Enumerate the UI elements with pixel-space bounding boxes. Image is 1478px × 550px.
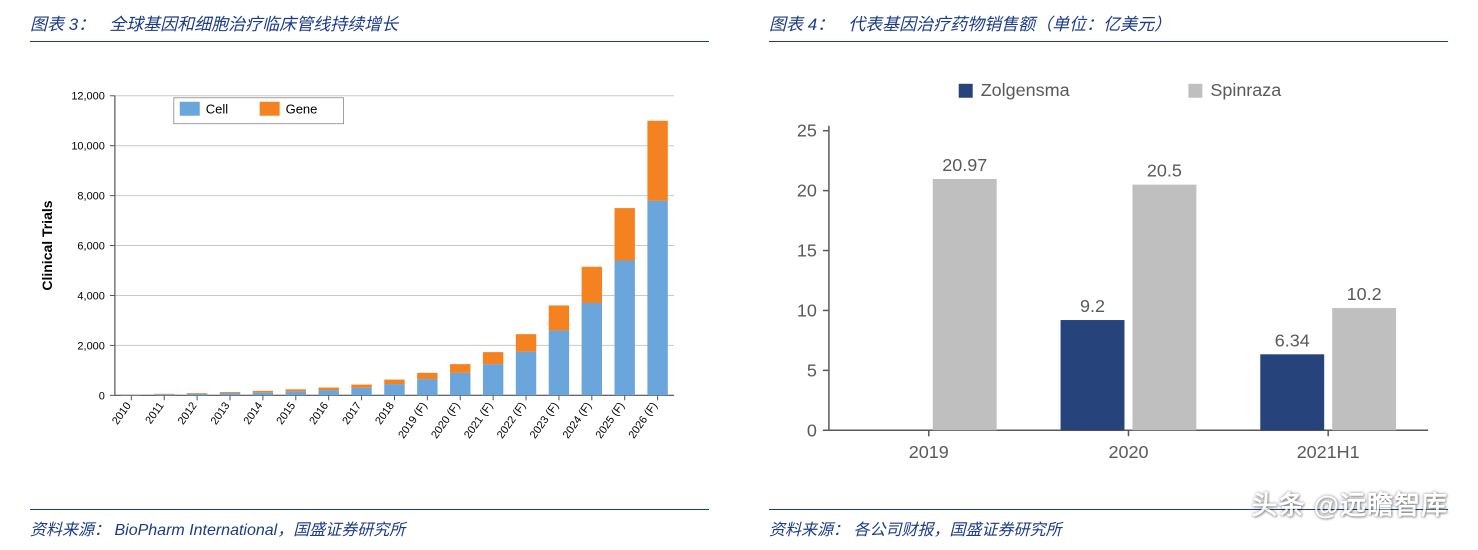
- svg-text:2023 (F): 2023 (F): [528, 400, 562, 441]
- left-title-label: 图表 3：: [30, 10, 95, 35]
- left-source: 资料来源： BioPharm International，国盛证券研究所: [30, 509, 709, 540]
- svg-text:0: 0: [807, 420, 817, 440]
- svg-text:2015: 2015: [274, 400, 298, 427]
- left-title-row: 图表 3： 全球基因和细胞治疗临床管线持续增长: [30, 10, 709, 42]
- left-title-text: 全球基因和细胞治疗临床管线持续增长: [109, 10, 398, 35]
- svg-text:20.97: 20.97: [942, 155, 987, 175]
- right-panel: 图表 4： 代表基因治疗药物销售额（单位：亿美元） 0 5 10 15 20 25 20.9…: [769, 10, 1448, 540]
- svg-text:10,000: 10,000: [71, 141, 105, 153]
- svg-text:25: 25: [797, 121, 817, 141]
- svg-text:20.5: 20.5: [1147, 161, 1182, 181]
- left-source-text: BioPharm International，国盛证券研究所: [114, 522, 405, 539]
- svg-text:20: 20: [797, 181, 817, 201]
- svg-text:5: 5: [807, 360, 817, 380]
- right-title-text: 代表基因治疗药物销售额（单位：亿美元）: [848, 10, 1171, 35]
- svg-text:Spinraza: Spinraza: [1210, 80, 1281, 100]
- svg-text:2013: 2013: [209, 400, 233, 427]
- charts-container: 图表 3： 全球基因和细胞治疗临床管线持续增长 0 2,000 4,000 6,000…: [0, 0, 1478, 550]
- svg-text:2026 (F): 2026 (F): [626, 400, 660, 441]
- svg-text:2025 (F): 2025 (F): [594, 400, 628, 441]
- svg-text:2017: 2017: [340, 400, 364, 427]
- svg-text:2,000: 2,000: [77, 340, 104, 352]
- left-chart-svg: 0 2,000 4,000 6,000 8,000 10,000 12,000 2010 201…: [30, 50, 709, 501]
- svg-text:6.34: 6.34: [1275, 330, 1310, 350]
- svg-text:2014: 2014: [242, 400, 266, 427]
- right-title-label: 图表 4：: [769, 10, 834, 35]
- svg-text:2021H1: 2021H1: [1297, 442, 1360, 462]
- left-source-label: 资料来源：: [30, 522, 110, 539]
- svg-text:2020 (F): 2020 (F): [429, 400, 463, 441]
- svg-text:2011: 2011: [143, 400, 166, 426]
- svg-text:Gene: Gene: [286, 102, 318, 117]
- svg-text:2019 (F): 2019 (F): [396, 400, 430, 441]
- svg-text:2020: 2020: [1108, 442, 1148, 462]
- right-title-row: 图表 4： 代表基因治疗药物销售额（单位：亿美元）: [769, 10, 1448, 42]
- left-chart-body: 0 2,000 4,000 6,000 8,000 10,000 12,000 2010 201…: [30, 50, 709, 501]
- right-source-text: 各公司财报，国盛证券研究所: [853, 522, 1061, 539]
- svg-text:2010: 2010: [110, 400, 134, 427]
- svg-text:2018: 2018: [373, 400, 397, 427]
- svg-text:2021 (F): 2021 (F): [462, 400, 496, 441]
- svg-text:6,000: 6,000: [77, 241, 104, 253]
- svg-text:2016: 2016: [307, 400, 331, 427]
- svg-text:0: 0: [99, 390, 105, 402]
- svg-text:2012: 2012: [176, 400, 200, 427]
- right-source-label: 资料来源：: [769, 522, 849, 539]
- right-chart-svg: 0 5 10 15 20 25 20.97 2019 9.2 20.5 2020 6.34 10.2 20…: [769, 50, 1448, 501]
- svg-text:15: 15: [797, 241, 817, 261]
- right-source: 资料来源： 各公司财报，国盛证券研究所: [769, 509, 1448, 540]
- svg-text:2019: 2019: [909, 442, 949, 462]
- svg-text:Cell: Cell: [206, 102, 228, 117]
- svg-text:4,000: 4,000: [77, 290, 104, 302]
- svg-text:2022 (F): 2022 (F): [495, 400, 529, 441]
- svg-text:10.2: 10.2: [1347, 284, 1382, 304]
- svg-text:8,000: 8,000: [77, 191, 104, 203]
- svg-text:10: 10: [797, 300, 817, 320]
- svg-text:12,000: 12,000: [71, 91, 105, 103]
- left-panel: 图表 3： 全球基因和细胞治疗临床管线持续增长 0 2,000 4,000 6,000…: [30, 10, 709, 540]
- svg-text:9.2: 9.2: [1080, 296, 1105, 316]
- svg-text:Clinical Trials: Clinical Trials: [39, 200, 55, 290]
- svg-text:Zolgensma: Zolgensma: [981, 80, 1070, 100]
- svg-text:2024 (F): 2024 (F): [561, 400, 595, 441]
- right-chart-body: 0 5 10 15 20 25 20.97 2019 9.2 20.5 2020 6.34 10.2 20…: [769, 50, 1448, 501]
